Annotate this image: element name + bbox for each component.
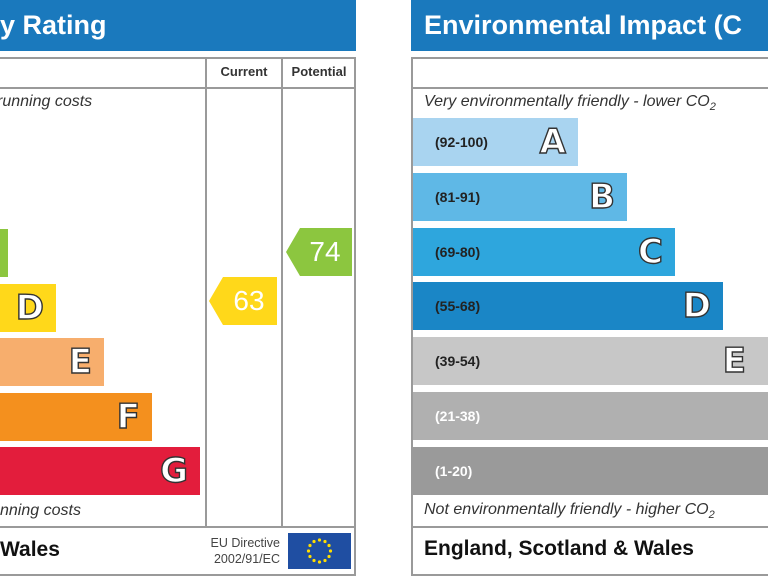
env-band-letter: B: [588, 176, 615, 217]
env-band-range: (1-20): [435, 462, 473, 479]
env-header-divider: [411, 87, 768, 89]
environmental-impact-header: Environmental Impact (C: [411, 0, 768, 51]
env-band-c: (69-80) C: [413, 227, 675, 276]
eu-star: [312, 558, 316, 563]
env-top-note: Very environmentally friendly - lower CO…: [424, 93, 768, 113]
current-column-header: Current: [220, 64, 268, 79]
current-rating-value: 63: [233, 285, 265, 316]
env-band-d: (55-68) D: [413, 282, 723, 331]
eu-star: [308, 543, 312, 548]
energy-band-g: G: [0, 447, 200, 495]
energy-band-e: E: [0, 338, 104, 386]
directive-line-1: EU Directive: [210, 536, 280, 550]
eu-directive-text: EU Directive 2002/91/EC: [186, 535, 280, 567]
energy-band-letter: D: [15, 287, 45, 328]
env-footer-divider: [411, 526, 768, 528]
env-top-note-subscript: 2: [709, 101, 716, 114]
energy-band-letter: E: [68, 341, 93, 382]
env-band-range: (81-91): [435, 188, 481, 205]
energy-band-c: C: [0, 229, 8, 277]
env-bottom-note-text: Not environmentally friendly - higher CO: [424, 501, 709, 518]
current-rating-arrow: 63: [209, 277, 277, 325]
energy-band-letter: G: [159, 450, 188, 491]
eu-star: [327, 554, 331, 559]
eu-star: [317, 560, 322, 564]
eu-star: [308, 554, 312, 559]
env-band-b: (81-91) B: [413, 172, 627, 221]
eu-star: [306, 549, 311, 553]
directive-line-2: 2002/91/EC: [213, 552, 280, 566]
env-band-letter: C: [637, 231, 663, 272]
env-band-range: (92-100): [435, 134, 488, 150]
eu-star: [328, 549, 333, 553]
energy-footer-region: Wales: [0, 538, 60, 561]
eu-star: [323, 558, 327, 563]
potential-column-header: Potential: [291, 64, 347, 79]
eu-star: [323, 539, 327, 544]
env-band-g: (1-20): [413, 446, 768, 495]
eu-star: [312, 539, 316, 544]
env-bottom-note-subscript: 2: [708, 509, 715, 522]
env-band-range: (69-80): [435, 243, 481, 260]
energy-rating-header: y Rating: [0, 0, 356, 51]
energy-band-letter: C: [0, 233, 8, 273]
potential-rating-arrow: 74: [286, 228, 352, 276]
eu-star: [327, 543, 331, 548]
env-bottom-note: Not environmentally friendly - higher CO…: [424, 501, 768, 521]
env-band-f: (21-38): [413, 392, 768, 440]
energy-rating-title: y Rating: [0, 10, 107, 40]
env-top-note-text: Very environmentally friendly - lower CO: [424, 93, 710, 110]
energy-top-note: running costs: [0, 93, 93, 110]
env-band-letter: E: [722, 340, 747, 382]
potential-rating-value: 74: [309, 236, 341, 267]
footer-divider: [0, 526, 356, 528]
environmental-impact-title: Environmental Impact (C: [424, 10, 743, 40]
env-footer-region: England, Scotland & Wales: [424, 537, 694, 560]
energy-bottom-note: nning costs: [0, 502, 81, 519]
energy-band-letter: F: [116, 396, 141, 437]
energy-band-f: F: [0, 392, 152, 441]
env-band-e: (39-54) E: [413, 337, 768, 386]
current-column-divider: [205, 57, 207, 527]
env-band-a: (92-100) A: [413, 118, 578, 166]
env-band-range: (39-54): [435, 353, 481, 370]
energy-band-d: D: [0, 283, 56, 332]
eu-flag-icon: [288, 533, 351, 569]
env-band-range: (55-68): [435, 298, 481, 315]
env-band-range: (21-38): [435, 408, 481, 424]
header-divider: [0, 87, 356, 89]
potential-column-divider: [281, 57, 283, 527]
env-band-letter: D: [682, 286, 712, 327]
eu-star: [317, 538, 322, 542]
env-band-letter: A: [539, 121, 567, 162]
